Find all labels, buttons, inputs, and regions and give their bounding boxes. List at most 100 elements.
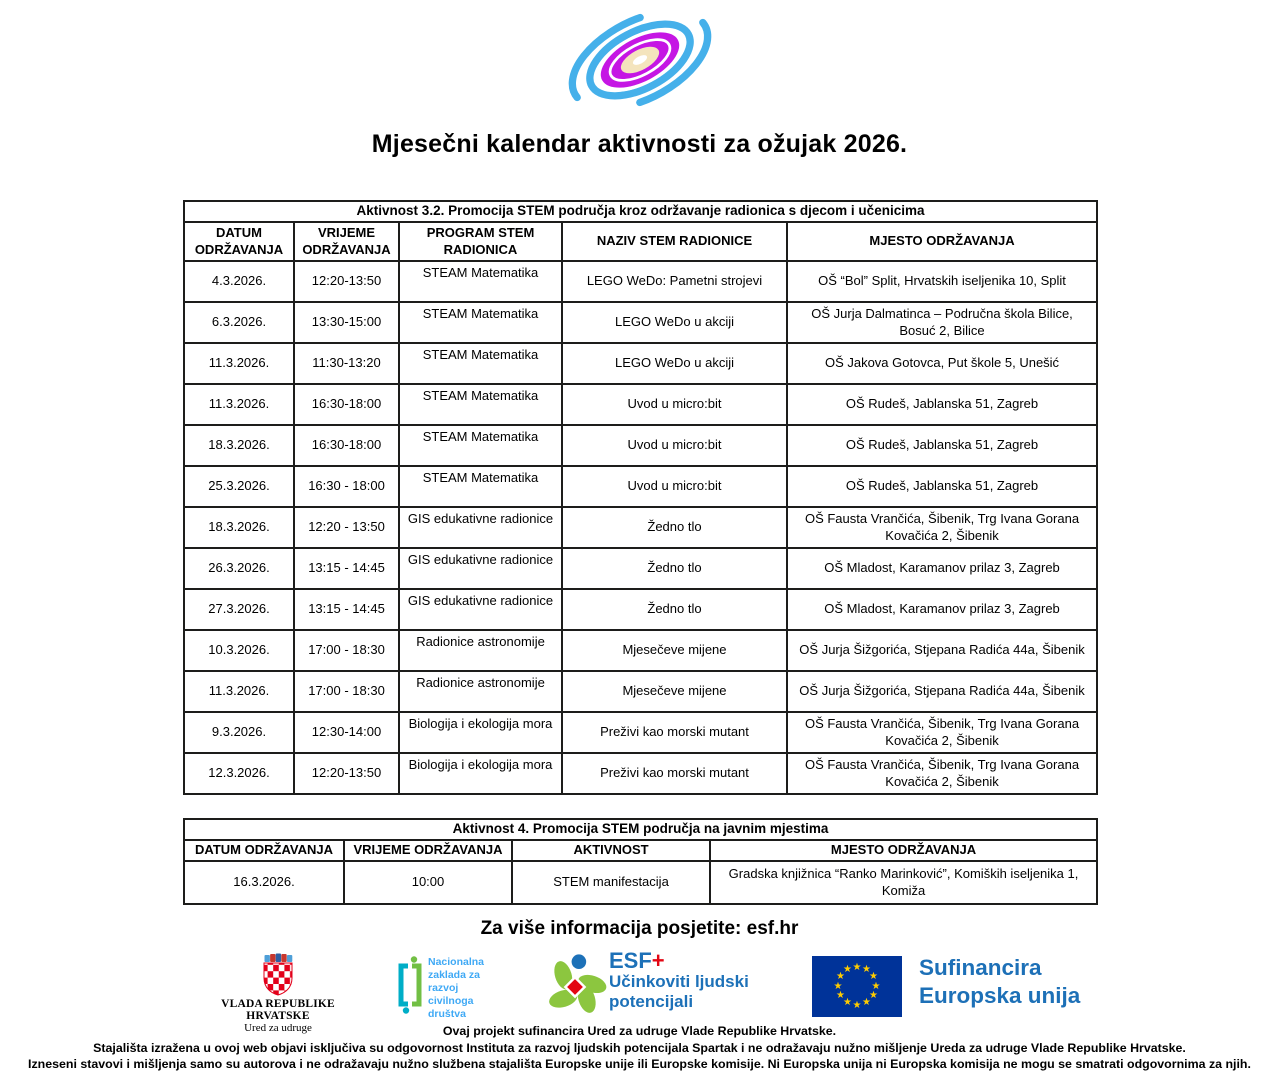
table-cell: STEAM Matematika xyxy=(398,424,563,467)
table-caption-row: Aktivnost 4. Promocija STEM područja na … xyxy=(182,818,1099,841)
public-events-table: Aktivnost 4. Promocija STEM područja na … xyxy=(182,818,1099,905)
table-row: 9.3.2026. 12:30-14:00 Biologija i ekologij… xyxy=(183,711,1099,754)
table-row: 12.3.2026. 12:20-13:50 Biologija i ekologi… xyxy=(183,752,1099,795)
table-row: 11.3.2026. 11:30-13:20 STEAM Matematika LEG… xyxy=(183,342,1099,385)
table-cell: GIS edukativne radionice xyxy=(398,588,563,631)
column-header-datum: DATUM ODRŽAVANJA xyxy=(183,839,345,862)
table-cell: OŠ Fausta Vrančića, Šibenik, Trg Ivana G… xyxy=(785,711,1099,754)
galaxy-logo-icon xyxy=(568,13,712,107)
table-cell: Preživi kao morski mutant xyxy=(561,752,788,795)
table-cell: 12:20-13:50 xyxy=(293,752,400,795)
eu-star-icon: ★ xyxy=(871,980,881,992)
table-cell: GIS edukativne radionice xyxy=(398,506,563,549)
table-cell: 18.3.2026. xyxy=(183,424,295,467)
table-row: 18.3.2026. 12:20 - 13:50 GIS edukativne ra… xyxy=(183,506,1099,549)
table-cell: OŠ “Bol” Split, Hrvatskih iseljenika 10,… xyxy=(785,260,1099,303)
table-cell: Uvod u micro:bit xyxy=(561,465,788,508)
table-cell: Biologija i ekologija mora xyxy=(398,711,563,754)
table-cell: Žedno tlo xyxy=(561,547,788,590)
eu-star-icon: ★ xyxy=(852,961,862,973)
table-row: 11.3.2026. 17:00 - 18:30 Radionice astrono… xyxy=(183,670,1099,713)
table-row: 16.3.2026. 10:00 STEM manifestacija Gradska… xyxy=(183,860,1099,905)
table-cell: 12:30-14:00 xyxy=(293,711,400,754)
eu-star-icon: ★ xyxy=(836,971,846,982)
column-header-naziv: NAZIV STEM RADIONICE xyxy=(561,221,788,262)
table-cell: 12:20-13:50 xyxy=(293,260,400,303)
table-cell: 6.3.2026. xyxy=(183,301,295,344)
table-row: 26.3.2026. 13:15 - 14:45 GIS edukativne ra… xyxy=(183,547,1099,590)
more-info-text: Za više informacija posjetite: esf.hr xyxy=(480,918,799,939)
table-cell: OŠ Jurja Šižgorića, Stjepana Radića 44a,… xyxy=(785,670,1099,713)
table-cell: LEGO WeDo: Pametni strojevi xyxy=(561,260,788,303)
eu-star-icon: ★ xyxy=(862,996,871,1008)
table-cell: LEGO WeDo u akciji xyxy=(561,301,788,344)
table-cell: OŠ Fausta Vrančića, Šibenik, Trg Ivana G… xyxy=(785,752,1099,795)
table-cell: Mjesečeve mijene xyxy=(561,670,788,713)
stem-workshops-table: Aktivnost 3.2. Promocija STEM područja k… xyxy=(182,200,1099,795)
table-cell: 11:30-13:20 xyxy=(293,342,400,385)
eu-star-icon: ★ xyxy=(843,964,852,976)
eu-cofunding-text: Sufinancira Europska unija xyxy=(919,954,1080,1010)
table-cell: 16:30-18:00 xyxy=(293,424,400,467)
table-cell: Preživi kao morski mutant xyxy=(561,711,788,754)
eu-star-icon: ★ xyxy=(836,990,846,1001)
table-cell: 13:15 - 14:45 xyxy=(293,547,400,590)
table-cell: 17:00 - 18:30 xyxy=(293,629,400,672)
table-cell: 26.3.2026. xyxy=(183,547,295,590)
eu-star-icon: ★ xyxy=(862,964,871,976)
table-cell: OŠ Jurja Šižgorića, Stjepana Radića 44a,… xyxy=(785,629,1099,672)
footer-credit: Ovaj projekt sufinancira Ured za udruge … xyxy=(442,1024,837,1038)
table-cell: 27.3.2026. xyxy=(183,588,295,631)
table-row: 25.3.2026. 16:30 - 18:00 STEAM Matematika U… xyxy=(183,465,1099,508)
footer-disclaimer-1: Stajališta izražena u ovoj web objavi is… xyxy=(93,1041,1186,1055)
vlada-rh-logo: VLADA REPUBLIKE HRVATSKE Ured za udruge xyxy=(198,952,358,1034)
table-cell: Uvod u micro:bit xyxy=(561,383,788,426)
vlada-subtitle: Ured za udruge xyxy=(244,1022,312,1034)
table-row: 10.3.2026. 17:00 - 18:30 Radionice astrono… xyxy=(183,629,1099,672)
table-header-row: DATUM ODRŽAVANJA VRIJEME ODRŽAVANJA AKTI… xyxy=(183,839,1099,862)
table-cell: Uvod u micro:bit xyxy=(561,424,788,467)
page-title: Mjesečni kalendar aktivnosti za ožujak 2… xyxy=(371,130,908,158)
zaklada-text: Nacionalna zaklada za razvoj civilnoga d… xyxy=(428,956,485,1020)
table-row: 11.3.2026. 16:30-18:00 STEAM Matematika Uvo… xyxy=(183,383,1099,426)
eu-text-line1: Sufinancira xyxy=(919,955,1042,980)
table-cell: Žedno tlo xyxy=(561,588,788,631)
table-cell: 13:15 - 14:45 xyxy=(293,588,400,631)
table-cell: STEM manifestacija xyxy=(511,860,711,905)
table-cell: STEAM Matematika xyxy=(398,383,563,426)
table-cell: 10.3.2026. xyxy=(183,629,295,672)
esf-title: ESF+ xyxy=(609,948,665,974)
column-header-mjesto: MJESTO ODRŽAVANJA xyxy=(708,839,1099,862)
table-cell: 10:00 xyxy=(343,860,513,905)
table-cell: OŠ Mladost, Karamanov prilaz 3, Zagreb xyxy=(785,588,1099,631)
table-cell: Radionice astronomije xyxy=(398,629,563,672)
esf-flower-icon xyxy=(549,954,607,1013)
croatian-coat-of-arms-icon xyxy=(263,953,293,996)
table-row: 18.3.2026. 16:30-18:00 STEAM Matematika Uvo… xyxy=(183,424,1099,467)
table-cell: OŠ Rudeš, Jablanska 51, Zagreb xyxy=(785,383,1099,426)
table-cell: 11.3.2026. xyxy=(183,670,295,713)
table-cell: LEGO WeDo u akciji xyxy=(561,342,788,385)
column-header-vrijeme: VRIJEME ODRŽAVANJA xyxy=(343,839,513,862)
table-cell: 16:30-18:00 xyxy=(293,383,400,426)
table-caption: Aktivnost 3.2. Promocija STEM područja k… xyxy=(182,200,1099,223)
table-cell: 11.3.2026. xyxy=(183,342,295,385)
table-cell: 16.3.2026. xyxy=(183,860,345,905)
table-cell: 18.3.2026. xyxy=(183,506,295,549)
table-cell: Žedno tlo xyxy=(561,506,788,549)
table-cell: Radionice astronomije xyxy=(398,670,563,713)
table-cell: STEAM Matematika xyxy=(398,260,563,303)
column-header-aktivnost: AKTIVNOST xyxy=(511,839,711,862)
table-cell: 11.3.2026. xyxy=(183,383,295,426)
table-cell: Biologija i ekologija mora xyxy=(398,752,563,795)
table-cell: 25.3.2026. xyxy=(183,465,295,508)
table-cell: Gradska knjižnica “Ranko Marinković”, Ko… xyxy=(708,860,1099,905)
table-cell: STEAM Matematika xyxy=(398,465,563,508)
table-cell: OŠ Jakova Gotovca, Put škole 5, Unešić xyxy=(785,342,1099,385)
esf-subtitle: Učinkoviti ljudski potencijali xyxy=(609,972,749,1011)
table-cell: 13:30-15:00 xyxy=(293,301,400,344)
table-row: 6.3.2026. 13:30-15:00 STEAM Matematika LEGO… xyxy=(183,301,1099,344)
table-cell: 12:20 - 13:50 xyxy=(293,506,400,549)
eu-star-icon: ★ xyxy=(833,980,843,992)
